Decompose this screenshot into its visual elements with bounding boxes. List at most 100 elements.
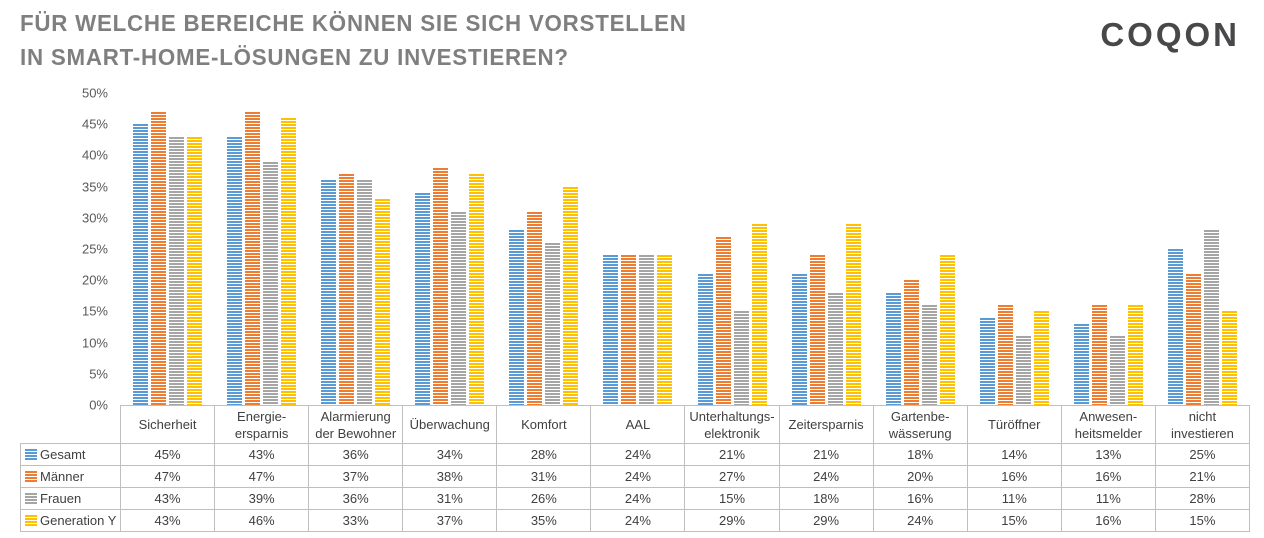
value-cell: 43% <box>214 443 310 466</box>
bar <box>356 180 372 405</box>
value-cell: 15% <box>966 509 1062 532</box>
series-label-cell: Generation Y <box>20 509 121 532</box>
legend-swatch-icon <box>25 493 37 504</box>
value-cell: 16% <box>1060 509 1156 532</box>
bar <box>262 162 278 405</box>
bar <box>809 255 825 405</box>
bar <box>244 112 260 405</box>
value-cell: 25% <box>1154 443 1251 466</box>
value-cell: 16% <box>966 465 1062 488</box>
bar <box>150 112 166 405</box>
bar <box>1128 305 1144 405</box>
bar <box>639 255 655 405</box>
bar <box>451 212 467 405</box>
y-axis-tick-label: 50% <box>81 85 108 101</box>
value-cell: 43% <box>119 487 216 510</box>
y-axis-tick-label: 35% <box>81 179 108 195</box>
bar <box>980 318 996 405</box>
legend-swatch-icon <box>25 515 37 526</box>
category-header-cell: Unterhaltungs- elektronik <box>684 405 780 444</box>
bar-group <box>497 93 591 405</box>
value-cell: 24% <box>872 509 968 532</box>
value-cell: 27% <box>684 465 780 488</box>
table-row: Frauen 43% 39% 36% 31% 26% 24% 15% 18% 16% 11% 11% 2… <box>20 487 1251 510</box>
value-cell: 15% <box>684 487 780 510</box>
title-line-2: IN SMART-HOME-LÖSUNGEN ZU INVESTIEREN? <box>20 44 569 70</box>
value-cell: 37% <box>402 509 498 532</box>
bar <box>469 174 485 405</box>
value-cell: 11% <box>1060 487 1156 510</box>
bar <box>1034 311 1050 405</box>
value-cell: 38% <box>402 465 498 488</box>
bar <box>509 230 525 405</box>
bar <box>545 243 561 405</box>
bar <box>226 137 242 405</box>
value-cell: 18% <box>778 487 874 510</box>
category-header-cell: Energie- ersparnis <box>214 405 310 444</box>
value-cell: 24% <box>590 443 686 466</box>
value-cell: 34% <box>402 443 498 466</box>
y-axis-tick-label: 0% <box>89 397 108 413</box>
data-table: Sicherheit Energie- ersparnis Alarmierung … <box>20 405 1251 532</box>
value-cell: 24% <box>778 465 874 488</box>
y-axis-tick-label: 5% <box>89 366 108 382</box>
y-axis-tick-label: 30% <box>81 210 108 226</box>
bar-group <box>308 93 402 405</box>
category-header-cell: Überwachung <box>402 405 498 444</box>
value-cell: 16% <box>872 487 968 510</box>
bar <box>186 137 202 405</box>
value-cell: 47% <box>214 465 310 488</box>
bar <box>733 311 749 405</box>
bar <box>939 255 955 405</box>
plot-area <box>120 93 1250 405</box>
y-axis-tick-label: 15% <box>81 303 108 319</box>
page-title: FÜR WELCHE BEREICHE KÖNNEN SIE SICH VORS… <box>20 6 687 74</box>
bar <box>1222 311 1238 405</box>
bar <box>885 293 901 405</box>
bar-group <box>403 93 497 405</box>
value-cell: 11% <box>966 487 1062 510</box>
bar <box>697 274 713 405</box>
category-header-row: Sicherheit Energie- ersparnis Alarmierung … <box>21 405 1251 444</box>
y-axis-tick-label: 10% <box>81 335 108 351</box>
bar <box>791 274 807 405</box>
series-label-cell: Gesamt <box>20 443 121 466</box>
bar-group <box>1156 93 1250 405</box>
y-axis-tick-label: 40% <box>81 147 108 163</box>
bar <box>715 237 731 405</box>
bar <box>621 255 637 405</box>
bar <box>845 224 861 405</box>
bar-group <box>214 93 308 405</box>
table-row: Männer 47% 47% 37% 38% 31% 24% 27% 24% 20% 16% 16% 2… <box>20 465 1251 488</box>
value-cell: 31% <box>496 465 592 488</box>
series-label-cell: Männer <box>20 465 121 488</box>
category-header-cell: Zeitersparnis <box>778 405 874 444</box>
value-cell: 24% <box>590 509 686 532</box>
bar <box>921 305 937 405</box>
value-cell: 31% <box>402 487 498 510</box>
y-axis-tick-label: 25% <box>81 241 108 257</box>
bar <box>563 187 579 405</box>
value-cell: 28% <box>496 443 592 466</box>
value-cell: 33% <box>308 509 404 532</box>
value-cell: 29% <box>684 509 780 532</box>
category-header-cell: Sicherheit <box>119 405 216 444</box>
bar-group <box>1062 93 1156 405</box>
title-line-1: FÜR WELCHE BEREICHE KÖNNEN SIE SICH VORS… <box>20 10 687 36</box>
value-cell: 45% <box>119 443 216 466</box>
bar <box>280 118 296 405</box>
header: FÜR WELCHE BEREICHE KÖNNEN SIE SICH VORS… <box>0 0 1264 93</box>
bar <box>1016 336 1032 405</box>
y-axis-tick-label: 45% <box>81 116 108 132</box>
bar-group <box>120 93 214 405</box>
bar <box>415 193 431 405</box>
bar <box>1186 274 1202 405</box>
category-header-cell: nicht investieren <box>1154 405 1251 444</box>
bar <box>827 293 843 405</box>
bar <box>903 280 919 405</box>
value-cell: 18% <box>872 443 968 466</box>
table-row: Gesamt 45% 43% 36% 34% 28% 24% 21% 21% 18% 14% 13% 2… <box>20 443 1251 466</box>
bar <box>320 180 336 405</box>
value-cell: 24% <box>590 465 686 488</box>
